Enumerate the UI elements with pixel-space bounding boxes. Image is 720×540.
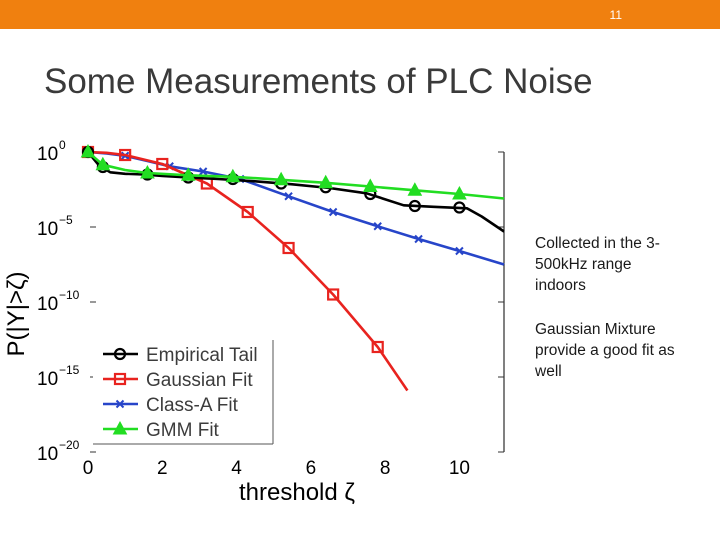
data-point-triangle xyxy=(318,174,334,189)
data-point-x xyxy=(414,234,423,244)
data-point-triangle xyxy=(140,164,155,179)
legend-label: Class-A Fit xyxy=(146,395,239,416)
top-bar: 11 xyxy=(0,0,720,29)
x-axis-label: threshold ζ xyxy=(239,479,355,506)
slide-title: Some Measurements of PLC Noise xyxy=(44,62,593,101)
series-line xyxy=(86,151,505,233)
y-tick-label: 10 xyxy=(37,144,58,165)
data-point-square xyxy=(113,372,127,386)
data-point-triangle xyxy=(95,156,111,171)
data-point-x xyxy=(284,192,293,201)
x-tick-label: 6 xyxy=(306,458,317,479)
series-line xyxy=(87,150,409,392)
data-point-x xyxy=(373,222,382,231)
data-point-square xyxy=(156,157,169,171)
data-point-triangle xyxy=(452,185,467,200)
data-point-square xyxy=(371,340,384,354)
x-tick-label: 10 xyxy=(449,458,470,479)
x-tick-label: 4 xyxy=(231,458,242,479)
legend-label: Gaussian Fit xyxy=(146,370,253,391)
data-point-x xyxy=(455,246,464,256)
data-point-x xyxy=(328,207,338,217)
y-tick-label: 10 xyxy=(37,369,58,390)
data-point-triangle xyxy=(80,143,96,158)
y-tick-exponent: −15 xyxy=(59,363,80,377)
y-tick-exponent: −5 xyxy=(59,213,73,227)
data-point-circle xyxy=(453,201,466,214)
data-point-circle xyxy=(113,347,127,361)
data-point-square xyxy=(119,148,132,162)
data-point-x xyxy=(198,167,208,176)
series-line xyxy=(87,151,505,200)
x-tick-label: 2 xyxy=(157,458,168,479)
legend-label: GMM Fit xyxy=(146,420,220,441)
data-point-triangle xyxy=(362,178,378,192)
x-tick-label: 0 xyxy=(83,458,94,479)
series-square xyxy=(81,145,409,392)
y-tick-exponent: 0 xyxy=(59,138,66,152)
data-point-x xyxy=(115,399,125,409)
data-point-triangle xyxy=(273,171,289,186)
data-point-square xyxy=(327,288,340,301)
y-tick-label: 10 xyxy=(37,444,58,465)
y-tick-exponent: −10 xyxy=(59,288,80,302)
bullet-text: Gaussian Mixture provide a good fit as w… xyxy=(535,321,675,380)
data-point-circle xyxy=(408,199,421,213)
x-tick-label: 8 xyxy=(380,458,391,479)
data-point-triangle xyxy=(112,420,128,435)
y-tick-exponent: −20 xyxy=(59,438,80,452)
data-point-triangle xyxy=(407,182,423,196)
data-point-square xyxy=(241,205,254,219)
y-tick-label: 10 xyxy=(37,219,58,240)
y-tick-label: 10 xyxy=(37,294,58,315)
legend-label: Empirical Tail xyxy=(146,345,258,366)
bullet-text: Collected in the 3-500kHz range indoors xyxy=(535,235,660,294)
page-number: 11 xyxy=(609,8,622,22)
data-point-triangle xyxy=(180,167,196,181)
data-point-triangle xyxy=(225,168,241,183)
data-point-square xyxy=(282,241,295,255)
y-axis-label: P(|Y|>ζ) xyxy=(3,271,30,356)
series-triangle xyxy=(80,143,505,200)
